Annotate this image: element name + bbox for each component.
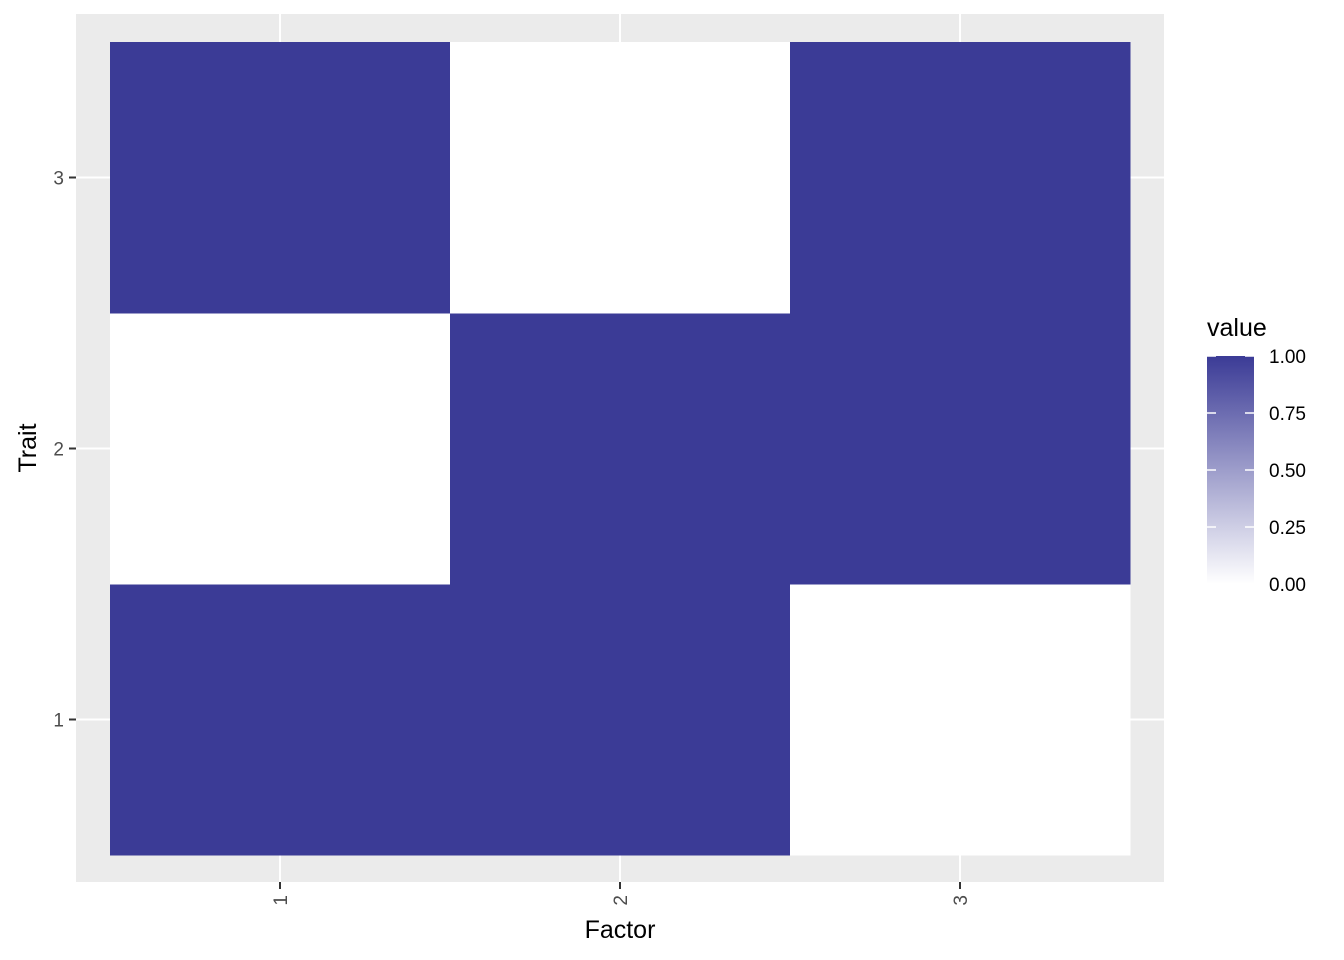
legend-tick-label: 0.00 [1269, 575, 1306, 596]
x-tick-label: 3 [951, 895, 972, 906]
legend-tick-label: 0.75 [1269, 404, 1306, 425]
legend-tick-label: 0.50 [1269, 461, 1306, 482]
y-tick-label: 3 [53, 169, 64, 190]
legend-ticks: 0.00 0.25 0.50 0.75 1.00 [1207, 347, 1306, 596]
heatmap-cell-x3-y2 [790, 313, 1131, 585]
heatmap-cell-x2-y3 [450, 42, 791, 314]
heatmap-cell-x1-y3 [110, 42, 451, 314]
x-axis-ticks: 1 2 3 [271, 882, 972, 906]
y-tick-label: 2 [53, 440, 64, 461]
y-tick-label: 1 [53, 711, 64, 732]
y-axis-ticks: 1 2 3 [53, 169, 76, 732]
legend-tick-label: 1.00 [1269, 347, 1306, 368]
heatmap-cell-x1-y1 [110, 584, 451, 856]
heatmap-cell-x3-y3 [790, 42, 1131, 314]
legend: value 0.00 0.25 0.50 0.75 1.00 [1207, 314, 1306, 596]
heatmap-cell-x2-y2 [450, 313, 791, 585]
x-tick-label: 1 [271, 895, 292, 906]
legend-tick-label: 0.25 [1269, 518, 1306, 539]
heatmap-cell-x2-y1 [450, 584, 791, 856]
heatmap-cell-x3-y1 [790, 584, 1131, 856]
y-axis-title: Trait [14, 423, 42, 472]
x-axis-title: Factor [585, 916, 656, 944]
heatmap-cells [110, 42, 1131, 856]
legend-title: value [1207, 314, 1267, 342]
heatmap-cell-x1-y2 [110, 313, 451, 585]
x-tick-label: 2 [611, 895, 632, 906]
